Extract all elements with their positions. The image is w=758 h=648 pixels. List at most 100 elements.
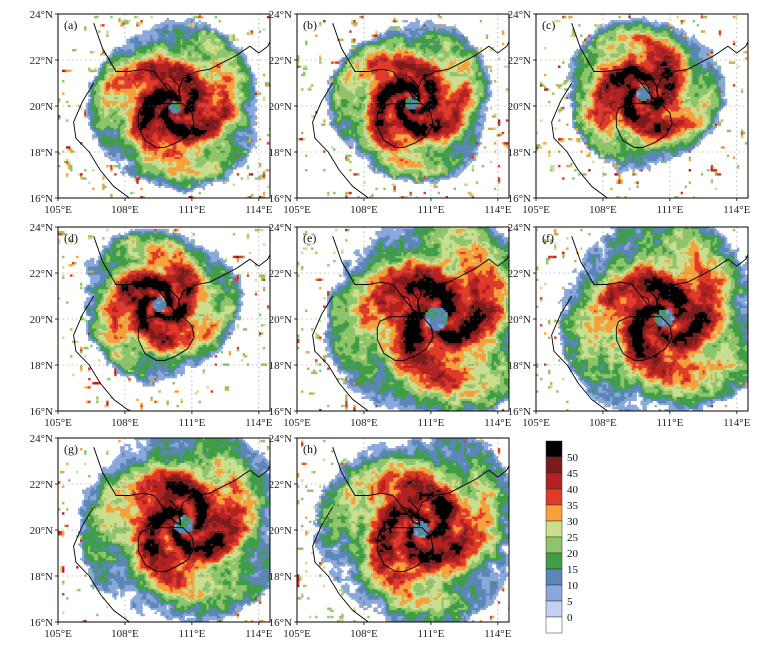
y-tick-label: 22°N bbox=[269, 268, 292, 280]
y-tick-label: 18°N bbox=[30, 147, 53, 159]
colorbar-label: 15 bbox=[567, 564, 579, 576]
coastline bbox=[73, 23, 270, 198]
y-tick-label: 16°N bbox=[269, 193, 292, 205]
panel-label: (h) bbox=[303, 442, 317, 456]
x-tick-label: 108°E bbox=[350, 417, 378, 429]
gridlines bbox=[58, 14, 270, 198]
y-tick-label: 22°N bbox=[508, 268, 531, 280]
colorbar-swatch bbox=[545, 600, 563, 618]
colorbar-label: 10 bbox=[567, 580, 579, 592]
gridlines bbox=[297, 227, 509, 411]
x-tick-label: 105°E bbox=[44, 204, 72, 216]
y-tick-label: 18°N bbox=[269, 147, 292, 159]
x-tick-label: 114°E bbox=[245, 628, 272, 640]
y-tick-label: 18°N bbox=[30, 571, 53, 583]
x-tick-label: 108°E bbox=[350, 628, 378, 640]
x-tick-label: 105°E bbox=[522, 204, 550, 216]
coastline bbox=[551, 236, 748, 411]
x-tick-label: 105°E bbox=[44, 417, 72, 429]
x-tick-label: 105°E bbox=[522, 417, 550, 429]
panel-label: (d) bbox=[64, 231, 78, 245]
x-tick-label: 111°E bbox=[178, 204, 205, 216]
x-tick-label: 105°E bbox=[44, 628, 72, 640]
coastline bbox=[551, 23, 748, 198]
colorbar-swatch bbox=[545, 552, 563, 570]
y-tick-label: 18°N bbox=[269, 360, 292, 372]
gridlines bbox=[536, 227, 748, 411]
y-tick-label: 24°N bbox=[30, 9, 53, 21]
y-tick-label: 20°N bbox=[269, 314, 292, 326]
colorbar-label: 40 bbox=[567, 484, 579, 496]
y-tick-label: 20°N bbox=[30, 314, 53, 326]
x-tick-label: 114°E bbox=[245, 204, 272, 216]
panel-label: (a) bbox=[64, 18, 77, 32]
x-tick-label: 108°E bbox=[111, 204, 139, 216]
gridlines bbox=[297, 14, 509, 198]
y-tick-label: 24°N bbox=[269, 222, 292, 234]
y-tick-label: 16°N bbox=[269, 617, 292, 629]
x-tick-label: 108°E bbox=[589, 417, 617, 429]
x-tick-label: 105°E bbox=[283, 628, 311, 640]
x-tick-label: 108°E bbox=[111, 628, 139, 640]
colorbar-swatch bbox=[545, 616, 563, 634]
colorbar-label: 5 bbox=[567, 596, 573, 608]
gridlines bbox=[58, 227, 270, 411]
y-tick-label: 22°N bbox=[269, 55, 292, 67]
panel-label: (b) bbox=[303, 18, 317, 32]
colorbar-swatch bbox=[545, 456, 563, 474]
y-tick-label: 22°N bbox=[30, 268, 53, 280]
colorbar-swatch bbox=[545, 520, 563, 538]
y-tick-label: 24°N bbox=[508, 222, 531, 234]
colorbar-swatch bbox=[545, 488, 563, 506]
x-tick-label: 114°E bbox=[723, 204, 750, 216]
coastline bbox=[312, 236, 509, 411]
colorbar-label: 30 bbox=[567, 516, 579, 528]
colorbar-swatch bbox=[545, 440, 563, 458]
y-tick-label: 20°N bbox=[30, 525, 53, 537]
y-tick-label: 16°N bbox=[508, 193, 531, 205]
y-tick-label: 24°N bbox=[508, 9, 531, 21]
colorbar-label: 25 bbox=[567, 532, 579, 544]
y-tick-label: 16°N bbox=[269, 406, 292, 418]
y-tick-label: 20°N bbox=[508, 314, 531, 326]
coastline bbox=[312, 23, 509, 198]
colorbar-swatch bbox=[545, 584, 563, 602]
x-tick-label: 111°E bbox=[417, 628, 444, 640]
colorbar-label: 50 bbox=[567, 452, 579, 464]
reflectivity-field bbox=[58, 228, 270, 411]
x-tick-label: 108°E bbox=[350, 204, 378, 216]
x-tick-label: 108°E bbox=[111, 417, 139, 429]
reflectivity-field bbox=[297, 227, 509, 411]
x-tick-label: 111°E bbox=[656, 204, 683, 216]
gridlines bbox=[297, 438, 509, 622]
x-tick-label: 114°E bbox=[484, 204, 511, 216]
y-tick-label: 24°N bbox=[30, 433, 53, 445]
y-tick-label: 16°N bbox=[30, 617, 53, 629]
x-tick-label: 105°E bbox=[283, 204, 311, 216]
y-tick-label: 16°N bbox=[30, 406, 53, 418]
y-tick-label: 24°N bbox=[269, 9, 292, 21]
reflectivity-field bbox=[297, 14, 509, 198]
x-tick-label: 111°E bbox=[178, 628, 205, 640]
x-tick-label: 111°E bbox=[417, 204, 444, 216]
y-tick-label: 24°N bbox=[269, 433, 292, 445]
y-tick-label: 18°N bbox=[269, 571, 292, 583]
y-tick-label: 20°N bbox=[269, 525, 292, 537]
reflectivity-field bbox=[536, 227, 748, 411]
y-tick-label: 24°N bbox=[30, 222, 53, 234]
reflectivity-field bbox=[536, 14, 748, 198]
gridlines bbox=[536, 14, 748, 198]
colorbar-label: 35 bbox=[567, 500, 579, 512]
reflectivity-field bbox=[58, 14, 270, 198]
panel-label: (c) bbox=[542, 18, 555, 32]
